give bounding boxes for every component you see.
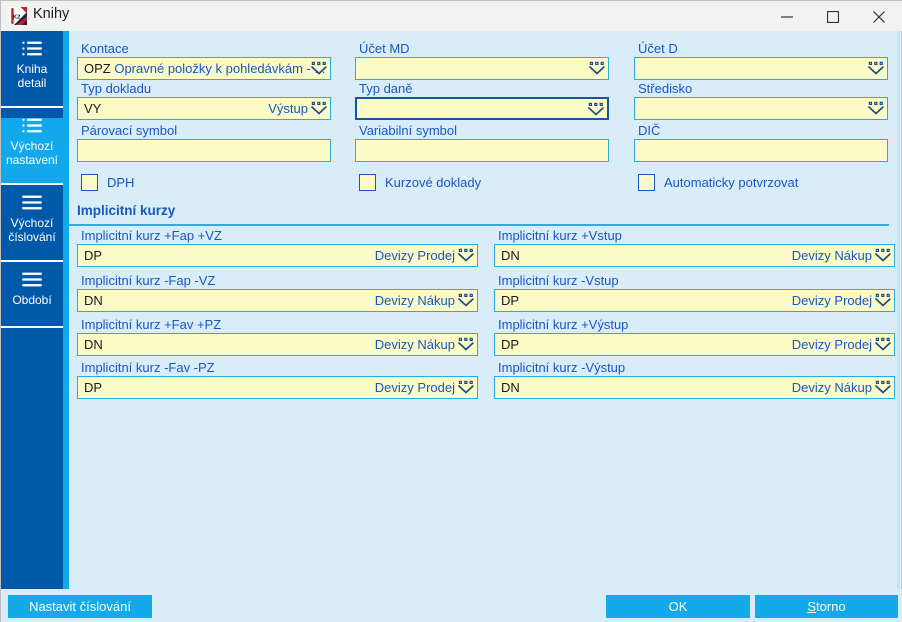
svg-text:K2: K2 [13, 14, 20, 20]
